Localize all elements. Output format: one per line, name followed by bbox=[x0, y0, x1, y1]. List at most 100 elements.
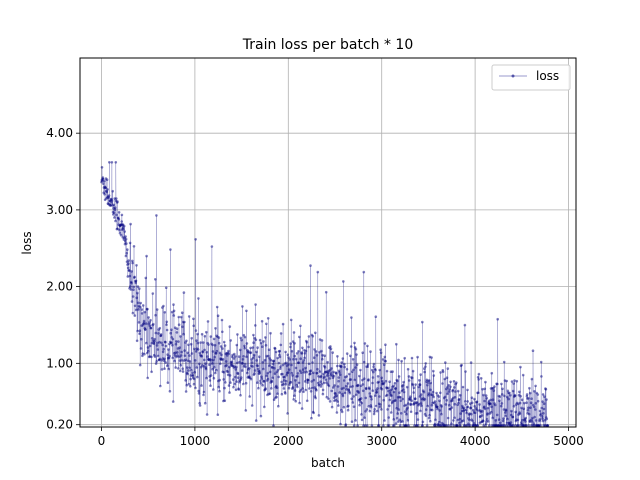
loss-data-point bbox=[254, 419, 258, 422]
loss-data-point bbox=[351, 385, 354, 388]
loss-data-point bbox=[146, 346, 150, 349]
loss-data-point bbox=[458, 417, 462, 421]
loss-data-point bbox=[259, 414, 263, 418]
loss-data-point bbox=[105, 178, 109, 181]
loss-data-point bbox=[310, 386, 314, 390]
loss-data-point bbox=[391, 370, 394, 373]
loss-data-point bbox=[336, 385, 340, 388]
loss-data-point bbox=[369, 405, 373, 409]
loss-data-point bbox=[446, 392, 449, 396]
loss-data-point bbox=[351, 358, 355, 361]
loss-data-point bbox=[382, 363, 386, 367]
loss-data-point bbox=[187, 369, 190, 372]
loss-data-point bbox=[445, 399, 449, 402]
loss-data-point bbox=[539, 360, 543, 364]
loss-data-point bbox=[404, 403, 408, 407]
loss-data-point bbox=[378, 368, 382, 372]
loss-data-point bbox=[414, 397, 417, 401]
loss-data-point bbox=[412, 391, 416, 394]
loss-data-point bbox=[336, 355, 339, 358]
loss-data-point bbox=[258, 338, 262, 342]
loss-data-point bbox=[344, 384, 348, 388]
loss-data-point bbox=[309, 264, 312, 267]
loss-data-point bbox=[245, 355, 248, 359]
loss-data-point bbox=[540, 415, 544, 418]
loss-data-point bbox=[235, 380, 238, 384]
loss-data-point bbox=[411, 369, 415, 373]
loss-data-point bbox=[366, 344, 369, 348]
loss-data-point bbox=[529, 401, 533, 405]
x-tick-label: 4000 bbox=[460, 434, 491, 448]
loss-data-point bbox=[368, 387, 371, 391]
loss-data-point bbox=[253, 372, 256, 375]
loss-data-point bbox=[164, 361, 167, 364]
loss-data-point bbox=[129, 222, 132, 226]
loss-data-point bbox=[278, 349, 282, 353]
loss-data-point bbox=[350, 397, 354, 401]
loss-data-point bbox=[149, 326, 153, 330]
loss-data-point bbox=[150, 370, 153, 374]
loss-data-point bbox=[222, 378, 225, 381]
loss-data-point bbox=[196, 341, 200, 345]
loss-data-point bbox=[147, 316, 150, 319]
loss-data-point bbox=[368, 392, 372, 395]
loss-data-point bbox=[412, 386, 416, 390]
loss-data-point bbox=[194, 350, 198, 353]
loss-data-point bbox=[349, 378, 353, 381]
loss-data-point bbox=[459, 412, 463, 415]
loss-data-point bbox=[387, 424, 391, 427]
loss-data-point bbox=[135, 296, 139, 300]
loss-data-point bbox=[514, 424, 517, 427]
y-tick-label: 1.00 bbox=[46, 356, 73, 370]
loss-data-point bbox=[293, 389, 297, 392]
loss-data-point bbox=[521, 373, 525, 377]
loss-data-point bbox=[217, 341, 221, 345]
loss-data-point bbox=[192, 324, 195, 328]
loss-data-point bbox=[156, 354, 160, 358]
loss-data-point bbox=[119, 233, 123, 237]
loss-data-point bbox=[159, 333, 163, 336]
loss-data-point bbox=[337, 404, 340, 407]
loss-data-point bbox=[286, 353, 290, 357]
loss-data-point bbox=[235, 365, 238, 369]
loss-data-point bbox=[234, 368, 237, 371]
loss-data-point bbox=[406, 367, 410, 371]
loss-data-point bbox=[112, 203, 116, 207]
loss-data-point bbox=[446, 416, 450, 420]
loss-data-point bbox=[461, 404, 464, 408]
loss-data-point bbox=[362, 270, 366, 274]
loss-data-point bbox=[202, 364, 206, 368]
loss-data-point bbox=[363, 416, 366, 420]
loss-data-point bbox=[361, 351, 365, 355]
loss-data-point bbox=[458, 393, 462, 397]
loss-data-point bbox=[168, 354, 171, 358]
loss-data-point bbox=[130, 270, 133, 273]
loss-data-point bbox=[235, 361, 239, 365]
loss-data-point bbox=[342, 379, 346, 382]
loss-data-point bbox=[436, 407, 439, 411]
loss-data-point bbox=[345, 368, 349, 371]
loss-data-point bbox=[302, 390, 305, 394]
loss-data-point bbox=[111, 189, 114, 193]
loss-data-point bbox=[178, 369, 182, 373]
loss-data-point bbox=[125, 251, 128, 255]
loss-data-point bbox=[395, 407, 398, 410]
loss-data-point bbox=[338, 391, 342, 394]
loss-data-point bbox=[527, 406, 530, 410]
loss-data-point bbox=[177, 340, 180, 343]
loss-data-point bbox=[504, 414, 507, 418]
loss-data-point bbox=[342, 280, 345, 283]
loss-data-point bbox=[377, 380, 380, 384]
loss-data-point bbox=[519, 365, 522, 369]
loss-data-point bbox=[296, 374, 299, 378]
loss-data-point bbox=[348, 391, 352, 395]
loss-data-point bbox=[294, 357, 298, 361]
loss-data-point bbox=[193, 347, 196, 351]
loss-data-point bbox=[172, 309, 176, 313]
loss-data-point bbox=[476, 424, 480, 427]
loss-data-point bbox=[319, 380, 322, 384]
loss-data-point bbox=[386, 408, 389, 411]
loss-data-point bbox=[240, 376, 243, 379]
loss-data-point bbox=[358, 374, 361, 378]
loss-data-point bbox=[286, 371, 290, 374]
